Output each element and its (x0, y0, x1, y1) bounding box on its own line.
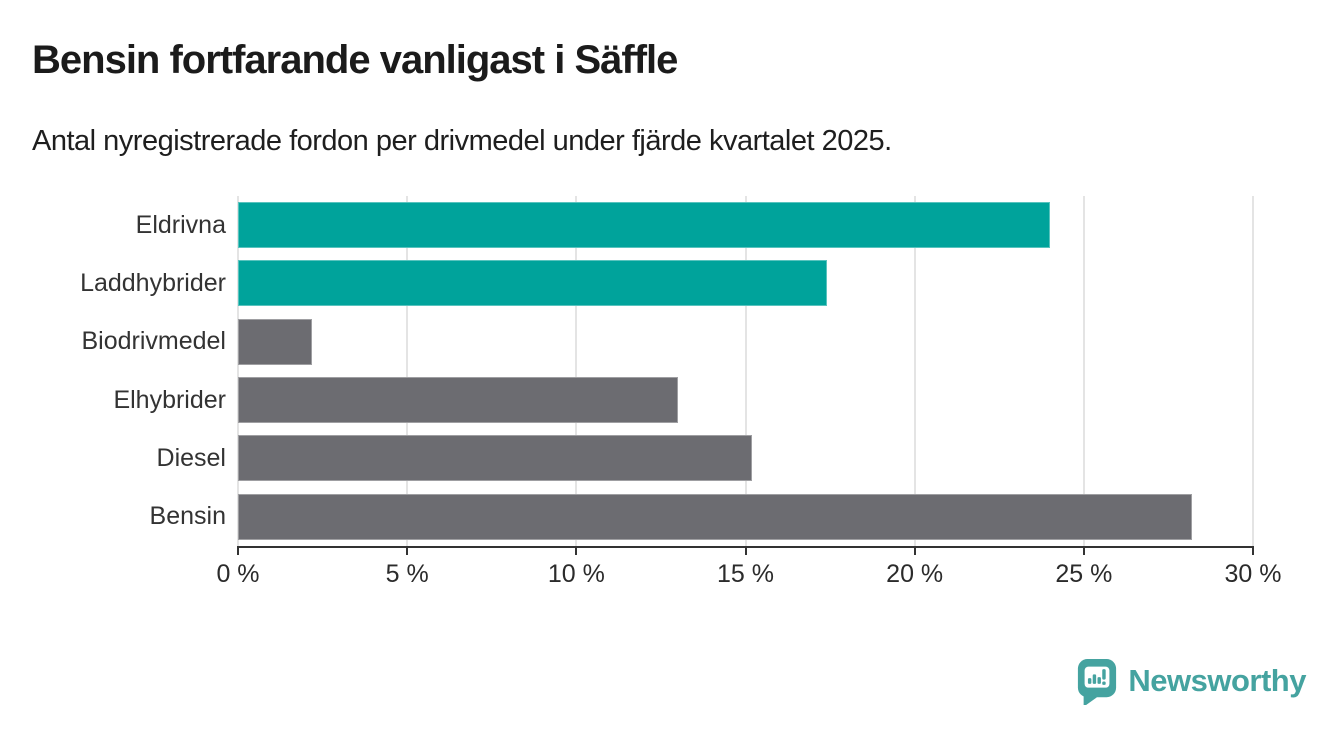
bar-eldrivna (238, 202, 1050, 249)
bar-row: Biodrivmedel (81, 313, 1253, 371)
axis-tick-label: 0 % (216, 560, 260, 588)
newsworthy-icon (1078, 659, 1117, 705)
gridline (913, 196, 916, 546)
gridline (406, 196, 409, 546)
bar-diesel (238, 435, 753, 482)
axis-tick-label: 15 % (717, 560, 774, 588)
axis-tick-label: 25 % (1055, 560, 1113, 588)
axis-tick (744, 546, 747, 555)
chart-title: Bensin fortfarande vanligast i Säffle (32, 38, 678, 82)
axis-tick (1252, 546, 1254, 555)
bar-chart: Eldrivna Laddhybrider Biodrivmedel Elhybrid… (32, 196, 1308, 588)
gridline (744, 196, 747, 546)
axis-tick (237, 546, 239, 555)
bars-layer: Eldrivna Laddhybrider Biodrivmedel Elhybrid… (80, 196, 1253, 546)
axis-tick-label: 5 % (385, 560, 429, 588)
category-label: Eldrivna (135, 210, 226, 239)
bar-row: Eldrivna (136, 196, 1253, 254)
axis-tick (575, 546, 578, 555)
bar-row: Elhybrider (113, 371, 1253, 429)
bar-bensin (238, 493, 1193, 540)
bar-row: Laddhybrider (80, 254, 1253, 312)
newsworthy-wordmark: Newsworthy (1128, 663, 1306, 698)
category-label: Diesel (156, 443, 226, 472)
gridline (575, 196, 578, 546)
gridline (237, 196, 239, 546)
axis-tick-label: 30 % (1224, 560, 1282, 588)
axis-tick (1082, 546, 1085, 555)
bar-laddhybrider (238, 260, 827, 307)
gridline (1082, 196, 1085, 546)
axis-tick-label: 20 % (886, 560, 944, 588)
category-label: Laddhybrider (80, 268, 226, 297)
bar-row: Bensin (150, 488, 1253, 546)
bar-biodrivmedel (238, 318, 313, 365)
chart-subtitle: Antal nyregistrerade fordon per drivmede… (32, 125, 892, 157)
bar-row: Diesel (157, 429, 1253, 487)
axis-tick-label: 10 % (547, 560, 605, 588)
axis-tick (406, 546, 409, 555)
gridline (1252, 196, 1254, 546)
category-label: Elhybrider (113, 385, 226, 414)
axis-tick (913, 546, 916, 555)
category-label: Biodrivmedel (81, 327, 226, 356)
plot-area: Eldrivna Laddhybrider Biodrivmedel Elhybrid… (80, 196, 1281, 588)
category-label: Bensin (149, 502, 226, 531)
newsworthy-logo: Newsworthy (1076, 657, 1306, 705)
bar-elhybrider (238, 377, 678, 424)
